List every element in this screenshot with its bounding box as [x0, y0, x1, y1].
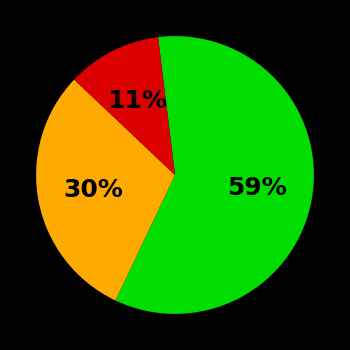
Wedge shape [116, 36, 314, 314]
Wedge shape [74, 37, 175, 175]
Text: 30%: 30% [63, 178, 123, 202]
Text: 59%: 59% [228, 176, 287, 200]
Text: 11%: 11% [107, 89, 167, 113]
Wedge shape [36, 79, 175, 300]
